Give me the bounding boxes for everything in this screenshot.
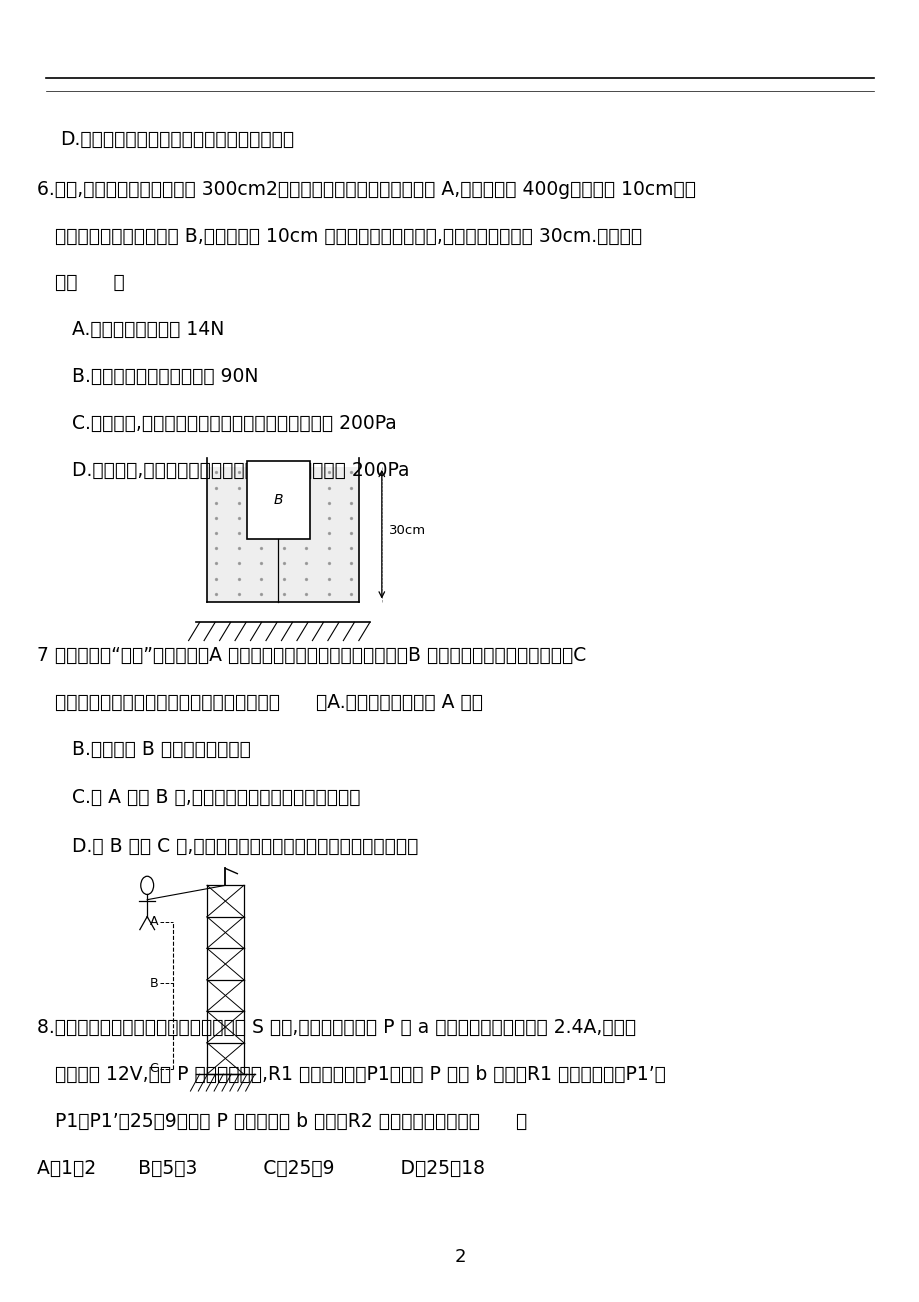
Text: 8.如图所示的电路中电源电压不变，开关 S 闭合,滑动变阻器滑片 P 在 a 端时，电流表的示数为 2.4A,电压表: 8.如图所示的电路中电源电压不变，开关 S 闭合,滑动变阻器滑片 P 在 a 端…	[37, 1018, 635, 1038]
Text: 30cm: 30cm	[389, 523, 425, 536]
Text: B: B	[274, 493, 283, 506]
Text: A.绳子受到的拉力为 14N: A.绳子受到的拉力为 14N	[60, 320, 224, 340]
Text: 7 如图所示是“蹦极”的示意图，A 点是弹性绳自然下垂时绳端的位置，B 点是蹦极者速度最大的位置，C: 7 如图所示是“蹦极”的示意图，A 点是弹性绳自然下垂时绳端的位置，B 点是蹦极…	[37, 646, 585, 665]
Text: C.剪断绳子,待物块静止后水对容器底的压强变化了 200Pa: C.剪断绳子,待物块静止后水对容器底的压强变化了 200Pa	[60, 414, 396, 434]
Text: C.从 A 点到 B 点,蹦极者的动能转化为绳的弹性势能: C.从 A 点到 B 点,蹦极者的动能转化为绳的弹性势能	[60, 788, 360, 807]
Text: B.蹦极者在 B 点受到的合力最大: B.蹦极者在 B 点受到的合力最大	[60, 740, 250, 759]
Text: B.容器对水平地面的压力是 90N: B.容器对水平地面的压力是 90N	[60, 367, 258, 387]
Text: B: B	[150, 976, 158, 990]
Text: 的示数为 12V,滑片 P 移动到中点时,R1 消耗的功率为P1；滑片 P 移到 b 点时，R1 消耗的功率为P1’，: 的示数为 12V,滑片 P 移动到中点时,R1 消耗的功率为P1；滑片 P 移到…	[37, 1065, 665, 1085]
Text: A．1：2       B．5：3           C．25：9           D．25：18: A．1：2 B．5：3 C．25：9 D．25：18	[37, 1159, 484, 1178]
Text: P1：P1’＝25：9，滑片 P 在中点和在 b 端时，R2 消耗的功率之比为（      ）: P1：P1’＝25：9，滑片 P 在中点和在 b 端时，R2 消耗的功率之比为（…	[37, 1112, 527, 1131]
Text: D.从 B 点到 C 点,蹦极者的动能和重力势能转化为绳的弹性势能: D.从 B 点到 C 点,蹦极者的动能和重力势能转化为绳的弹性势能	[60, 837, 418, 857]
Text: 6.如图,水平地面上有底面积为 300cm2、不计质量的薄壁盛水柱形容器 A,内有质量为 400g、边长为 10cm、质: 6.如图,水平地面上有底面积为 300cm2、不计质量的薄壁盛水柱形容器 A,内…	[37, 180, 695, 199]
Text: D.在压缩冲程中，汽油机把内能转化为机械能: D.在压缩冲程中，汽油机把内能转化为机械能	[60, 130, 293, 150]
Text: A: A	[150, 915, 158, 928]
Text: 2: 2	[454, 1247, 465, 1266]
Bar	[207, 467, 358, 602]
Text: 出（      ）: 出（ ）	[37, 273, 124, 293]
Text: C: C	[149, 1062, 158, 1075]
Text: D.剪断绳子,待物块静止后水平地面受到的压强变化了 200Pa: D.剪断绳子,待物块静止后水平地面受到的压强变化了 200Pa	[60, 461, 409, 480]
Text: 量分布均匀的正方体物块 B,通过一根长 10cm 的细线与容器底部相连,此时水面距容器底 30cm.计算可得: 量分布均匀的正方体物块 B,通过一根长 10cm 的细线与容器底部相连,此时水面…	[37, 227, 641, 246]
Text: 点是蹦极者下降最低点．则下列说法正确的（      ）A.蹦极者是惯性通过 A 点的: 点是蹦极者下降最低点．则下列说法正确的（ ）A.蹦极者是惯性通过 A 点的	[37, 693, 482, 712]
Bar	[246, 461, 310, 539]
